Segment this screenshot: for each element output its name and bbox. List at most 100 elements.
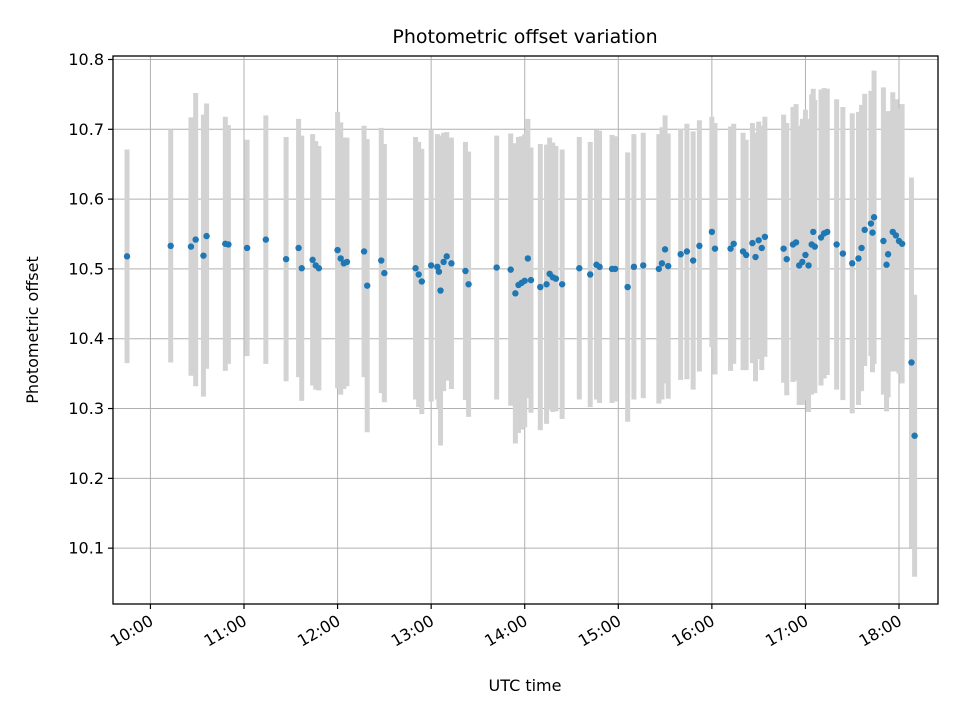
data-point [512, 290, 519, 297]
data-point [749, 239, 756, 247]
data-point [543, 281, 550, 288]
data-point [203, 232, 210, 240]
x-tick-label: 13:00 [388, 611, 437, 651]
data-point [911, 432, 918, 439]
data-point [883, 261, 890, 268]
data-point [343, 258, 351, 266]
data-point [742, 251, 750, 259]
data-point [527, 276, 535, 284]
data-point [884, 251, 892, 258]
data-point [576, 265, 583, 272]
y-tick-label: 10.2 [68, 469, 104, 488]
data-point [683, 248, 691, 255]
y-tick-label: 10.5 [68, 259, 104, 278]
data-point [364, 282, 371, 289]
data-point [880, 237, 887, 245]
data-point [755, 237, 762, 244]
y-tick-label: 10.7 [68, 120, 104, 139]
data-point [412, 265, 419, 272]
data-point [758, 244, 765, 252]
chart-title: Photometric offset variation [392, 26, 657, 48]
data-point [552, 275, 560, 282]
data-point [752, 253, 759, 261]
data-point [187, 243, 195, 250]
data-point [123, 253, 131, 260]
x-axis-label: UTC time [489, 676, 562, 695]
y-axis: 10.1 10.2 10.3 10.4 10.5 10.6 10.7 10.8 [68, 50, 113, 558]
data-point [792, 239, 800, 246]
data-point [833, 241, 840, 248]
data-point [378, 257, 385, 264]
data-point [537, 283, 544, 291]
data-point [381, 269, 388, 277]
y-axis-label: Photometric offset [23, 256, 42, 404]
data-points [123, 214, 918, 439]
data-point [167, 242, 174, 250]
data-point [783, 255, 790, 263]
data-point [805, 262, 812, 269]
data-point [521, 277, 528, 284]
data-point [611, 265, 619, 273]
data-point [869, 229, 876, 236]
data-point [661, 246, 669, 253]
y-tick-label: 10.6 [68, 190, 104, 209]
data-point [337, 255, 344, 262]
data-point [640, 262, 647, 269]
y-tick-label: 10.4 [68, 329, 104, 348]
data-point [448, 260, 455, 267]
data-point [858, 244, 865, 252]
data-point [898, 240, 906, 247]
error-bars [124, 70, 918, 577]
data-point [462, 267, 469, 275]
data-point [443, 253, 450, 260]
data-point [664, 262, 672, 270]
data-point [810, 228, 817, 236]
plot-frame [112, 55, 939, 605]
y-tick-label: 10.8 [68, 50, 104, 69]
data-point [658, 260, 666, 267]
data-point [908, 359, 915, 366]
data-point [870, 214, 878, 221]
data-point [427, 262, 435, 269]
data-point [493, 264, 500, 271]
x-tick-label: 11:00 [201, 611, 250, 651]
data-point [689, 257, 697, 264]
data-point [624, 283, 631, 291]
data-point [730, 240, 737, 247]
data-point [596, 263, 603, 271]
x-tick-label: 14:00 [481, 611, 530, 651]
x-tick-label: 10:00 [107, 611, 156, 651]
data-point [440, 258, 447, 266]
data-point [507, 266, 514, 273]
data-point [630, 263, 638, 271]
data-point [708, 228, 716, 236]
data-point [587, 271, 594, 278]
data-point [434, 263, 441, 271]
data-point [711, 245, 719, 252]
data-point [262, 236, 270, 243]
data-point [200, 252, 207, 259]
data-point [861, 226, 868, 234]
data-point [465, 281, 472, 288]
x-tick-label: 15:00 [575, 611, 624, 651]
x-tick-label: 12:00 [294, 611, 343, 651]
data-point [799, 258, 806, 266]
data-point [727, 245, 734, 252]
y-tick-label: 10.1 [68, 539, 104, 558]
data-point [309, 256, 316, 264]
data-point [315, 265, 323, 272]
data-point [192, 236, 199, 243]
data-point [225, 241, 232, 248]
data-point [839, 250, 847, 257]
data-point [418, 278, 425, 285]
data-point [867, 220, 875, 227]
data-point [295, 244, 302, 252]
data-point [655, 265, 663, 273]
data-point [824, 228, 831, 236]
x-tick-label: 16:00 [668, 611, 717, 651]
data-point [677, 251, 684, 258]
data-point [435, 268, 443, 275]
x-axis: 10:00 11:00 12:00 13:00 14:00 15:00 16:00 17:00… [107, 604, 905, 651]
data-point [849, 260, 856, 267]
